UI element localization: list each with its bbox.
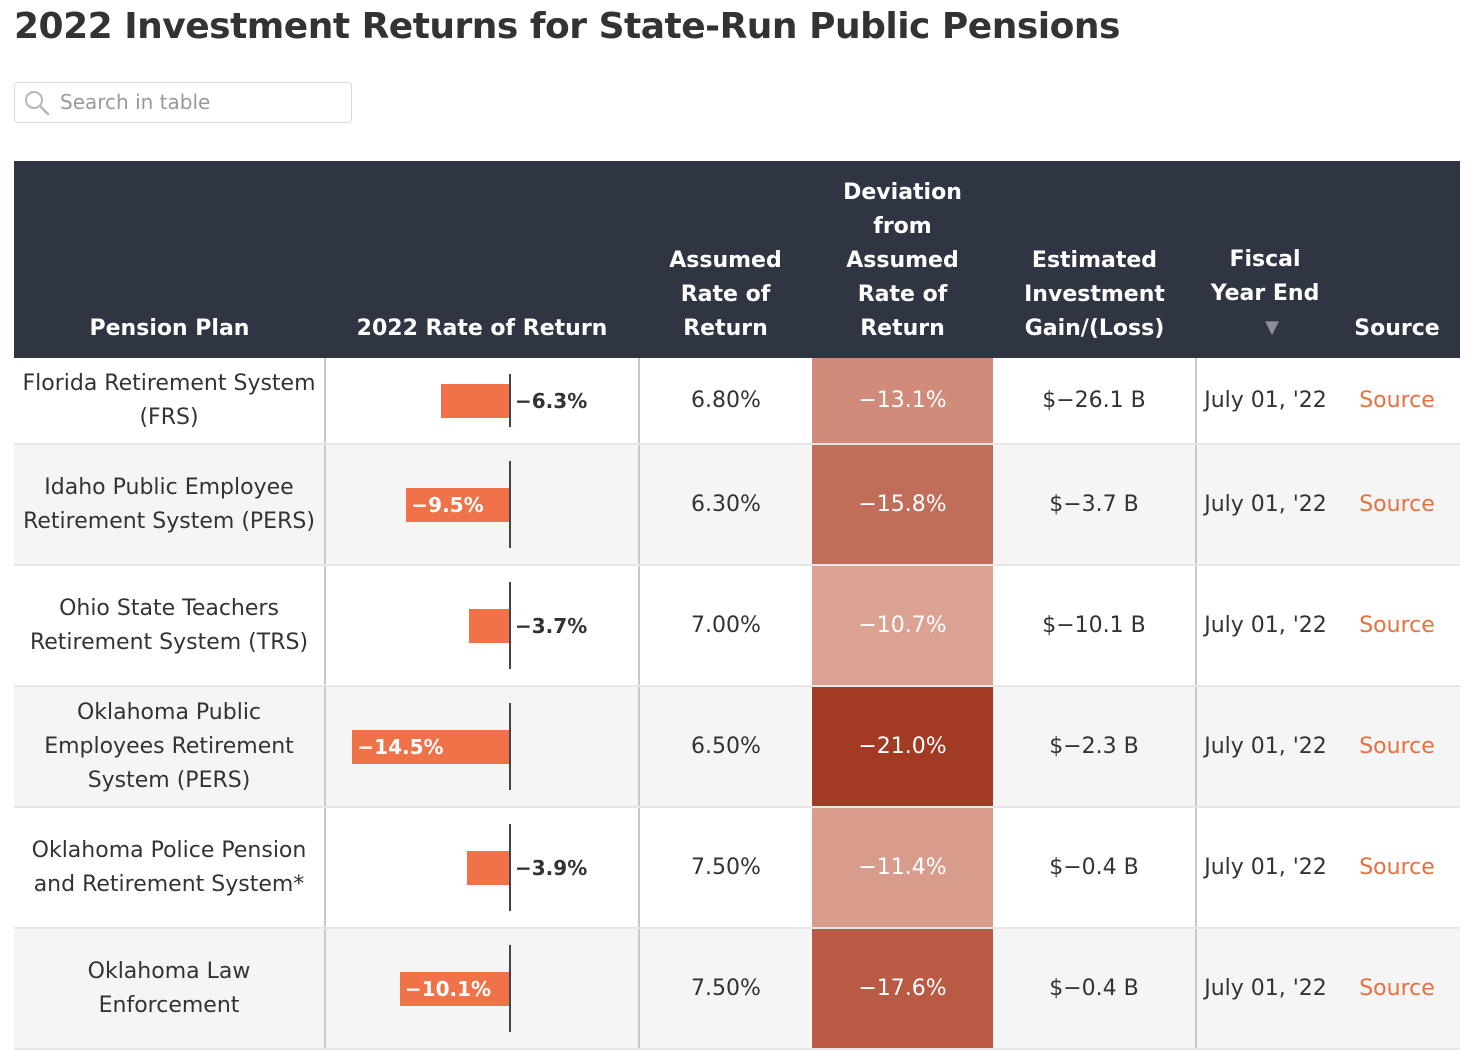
rate-of-return-bar xyxy=(466,850,509,885)
assumed-rate-cell: 7.00% xyxy=(639,565,812,687)
header-assumed-rate[interactable]: Assumed Rate of Return xyxy=(639,161,812,358)
table-row: Idaho Public Employee Retirement System … xyxy=(14,444,1460,566)
investment-gain-cell: $−0.4 B xyxy=(993,928,1197,1050)
deviation-cell: −21.0% xyxy=(812,686,993,808)
pension-plan-cell: Florida Retirement System (FRS) xyxy=(14,358,326,445)
pension-plan-cell: Oklahoma Police Pension and Retirement S… xyxy=(14,807,326,929)
header-deviation[interactable]: Deviation from Assumed Rate of Return xyxy=(812,161,993,358)
rate-of-return-bar xyxy=(469,608,509,643)
source-cell: Source xyxy=(1334,565,1460,687)
page-title: 2022 Investment Returns for State-Run Pu… xyxy=(14,6,1120,47)
investment-gain-cell: $−10.1 B xyxy=(993,565,1197,687)
source-cell: Source xyxy=(1334,358,1460,445)
search-box[interactable] xyxy=(14,82,352,123)
rate-of-return-bar xyxy=(352,729,509,764)
fiscal-year-end-cell: July 01, '22 xyxy=(1196,928,1334,1050)
assumed-rate-cell: 6.50% xyxy=(639,686,812,808)
table-header-row: Pension Plan 2022 Rate of Return Assumed… xyxy=(14,161,1460,358)
fiscal-year-end-cell: July 01, '22 xyxy=(1196,565,1334,687)
fiscal-year-end-cell: July 01, '22 xyxy=(1196,807,1334,929)
rate-of-return-cell: −10.1% xyxy=(325,928,640,1050)
rate-of-return-bar xyxy=(406,487,509,522)
rate-of-return-label: −6.3% xyxy=(515,388,588,413)
table-row: Oklahoma Law Enforcement −10.1% 7.50% −17.6… xyxy=(14,928,1460,1050)
assumed-rate-cell: 7.50% xyxy=(639,807,812,929)
rate-of-return-label: −3.9% xyxy=(515,855,588,880)
rate-of-return-cell: −9.5% xyxy=(325,444,640,566)
source-cell: Source xyxy=(1334,807,1460,929)
rate-of-return-label: −14.5% xyxy=(357,734,444,759)
table-row: Ohio State Teachers Retirement System (T… xyxy=(14,565,1460,687)
deviation-cell: −17.6% xyxy=(812,928,993,1050)
rate-of-return-cell: −3.9% xyxy=(325,807,640,929)
table-row: Florida Retirement System (FRS) −6.3% 6.80… xyxy=(14,358,1460,445)
investment-gain-cell: $−2.3 B xyxy=(993,686,1197,808)
search-input[interactable] xyxy=(60,87,340,117)
fiscal-year-end-cell: July 01, '22 xyxy=(1196,686,1334,808)
deviation-cell: −15.8% xyxy=(812,444,993,566)
bar-axis xyxy=(509,945,511,1032)
bar-axis xyxy=(509,703,511,790)
table-row: Oklahoma Public Employees Retirement Sys… xyxy=(14,686,1460,808)
bar-axis xyxy=(509,374,511,427)
assumed-rate-cell: 6.30% xyxy=(639,444,812,566)
header-investment-gain[interactable]: Estimated Investment Gain/(Loss) xyxy=(993,161,1196,358)
pension-plan-cell: Ohio State Teachers Retirement System (T… xyxy=(14,565,326,687)
sort-descending-icon: ▼ xyxy=(1265,317,1279,338)
rate-of-return-cell: −6.3% xyxy=(325,358,640,445)
bar-axis xyxy=(509,582,511,669)
table-row: Oklahoma Police Pension and Retirement S… xyxy=(14,807,1460,929)
source-link[interactable]: Source xyxy=(1359,733,1435,759)
rate-of-return-cell: −3.7% xyxy=(325,565,640,687)
investment-gain-cell: $−26.1 B xyxy=(993,358,1197,445)
assumed-rate-cell: 7.50% xyxy=(639,928,812,1050)
bar-axis xyxy=(509,824,511,911)
search-icon xyxy=(25,91,50,116)
fiscal-year-end-cell: July 01, '22 xyxy=(1196,444,1334,566)
rate-of-return-label: −10.1% xyxy=(404,976,492,1001)
header-fiscal-year-end[interactable]: Fiscal Year End▼ xyxy=(1196,161,1334,358)
header-pension-plan[interactable]: Pension Plan xyxy=(14,161,325,358)
source-link[interactable]: Source xyxy=(1359,854,1435,880)
deviation-cell: −13.1% xyxy=(812,358,993,445)
deviation-cell: −10.7% xyxy=(812,565,993,687)
rate-of-return-bar xyxy=(440,383,509,418)
rate-of-return-label: −3.7% xyxy=(515,613,588,638)
source-cell: Source xyxy=(1334,686,1460,808)
bar-axis xyxy=(509,461,511,548)
assumed-rate-cell: 6.80% xyxy=(639,358,812,445)
deviation-cell: −11.4% xyxy=(812,807,993,929)
source-link[interactable]: Source xyxy=(1359,612,1435,638)
pension-plan-cell: Idaho Public Employee Retirement System … xyxy=(14,444,326,566)
header-rate-of-return[interactable]: 2022 Rate of Return xyxy=(325,161,639,358)
pensions-table: Pension Plan 2022 Rate of Return Assumed… xyxy=(14,161,1460,1050)
rate-of-return-bar xyxy=(399,971,509,1006)
source-link[interactable]: Source xyxy=(1359,387,1435,413)
source-link[interactable]: Source xyxy=(1359,491,1435,517)
rate-of-return-cell: −14.5% xyxy=(325,686,640,808)
source-link[interactable]: Source xyxy=(1359,975,1435,1001)
rate-of-return-label: −9.5% xyxy=(411,492,484,517)
source-cell: Source xyxy=(1334,444,1460,566)
investment-gain-cell: $−3.7 B xyxy=(993,444,1197,566)
pension-plan-cell: Oklahoma Law Enforcement xyxy=(14,928,326,1050)
source-cell: Source xyxy=(1334,928,1460,1050)
investment-gain-cell: $−0.4 B xyxy=(993,807,1197,929)
pension-plan-cell: Oklahoma Public Employees Retirement Sys… xyxy=(14,686,326,808)
header-source[interactable]: Source xyxy=(1334,161,1460,358)
fiscal-year-end-cell: July 01, '22 xyxy=(1196,358,1334,445)
